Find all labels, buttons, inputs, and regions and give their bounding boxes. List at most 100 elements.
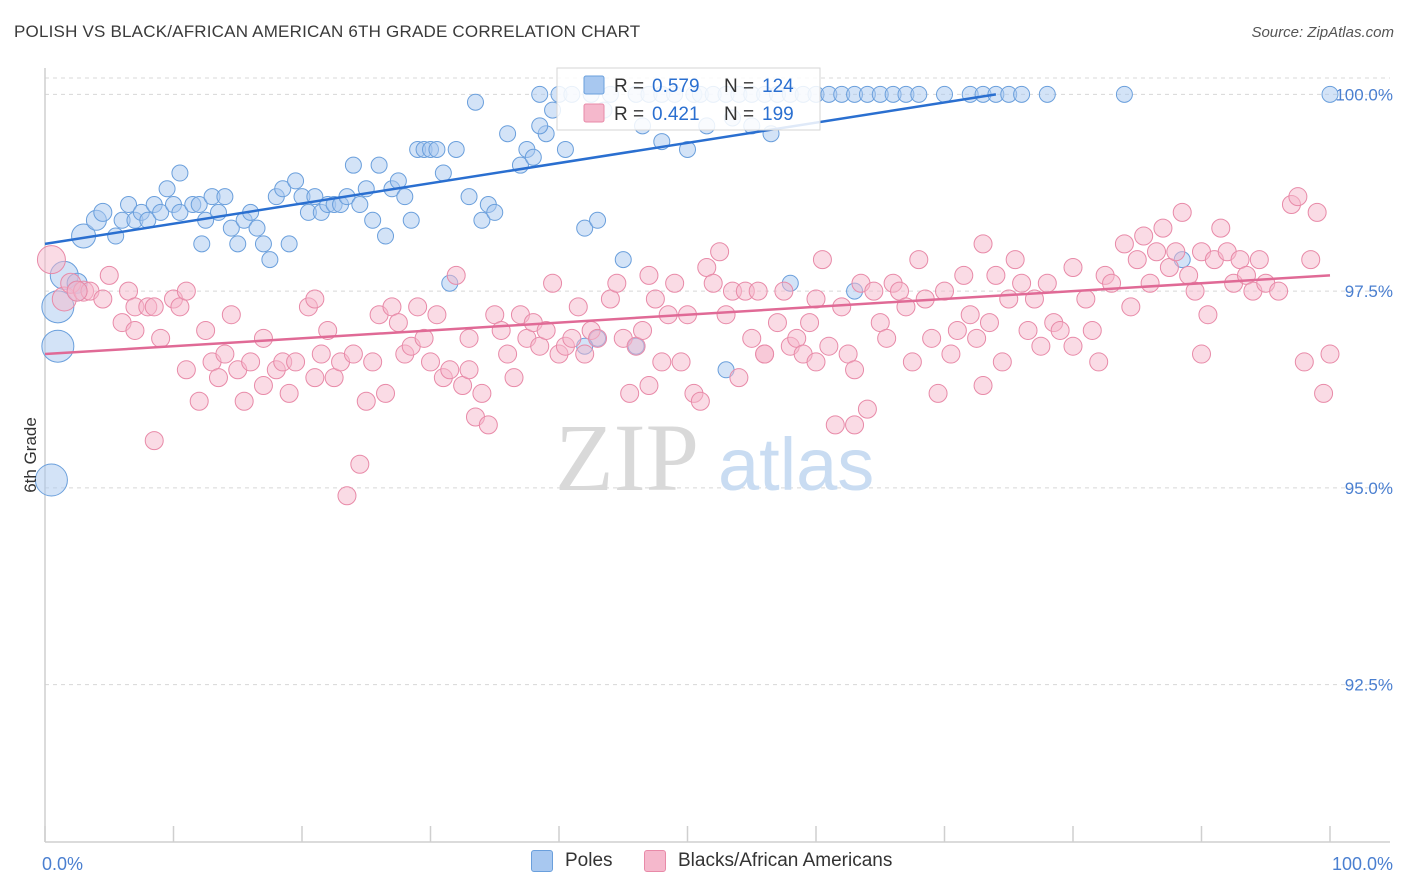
black-point bbox=[986, 265, 1006, 285]
black-point bbox=[575, 344, 595, 364]
black-point bbox=[1185, 281, 1205, 301]
black-point bbox=[286, 352, 306, 372]
poles-point bbox=[576, 219, 594, 237]
black-point bbox=[620, 383, 640, 403]
black-point bbox=[1294, 352, 1314, 372]
black-point bbox=[1249, 250, 1269, 270]
legend-swatch-poles-bottom bbox=[531, 850, 553, 872]
watermark-zip: ZIP bbox=[555, 404, 699, 511]
black-point bbox=[992, 352, 1012, 372]
black-point bbox=[857, 399, 877, 419]
black-point bbox=[408, 297, 428, 317]
black-point bbox=[690, 391, 710, 411]
x-tick-label: 100.0% bbox=[1332, 854, 1393, 874]
black-point bbox=[318, 320, 338, 340]
black-point bbox=[729, 368, 749, 388]
black-point bbox=[742, 328, 762, 348]
black-point bbox=[427, 305, 447, 325]
black-point bbox=[800, 313, 820, 333]
black-point bbox=[1147, 242, 1167, 262]
black-point bbox=[1198, 305, 1218, 325]
legend-top: R = 0.579 N = 124 R = 0.421 N = 199 bbox=[556, 67, 821, 131]
poles-point bbox=[679, 140, 696, 158]
black-point bbox=[941, 344, 961, 364]
black-point bbox=[928, 383, 948, 403]
black-point bbox=[1037, 273, 1057, 293]
poles-point bbox=[344, 156, 362, 174]
watermark: ZIP atlas bbox=[555, 404, 874, 511]
poles-point bbox=[370, 156, 388, 174]
poles-point bbox=[152, 203, 170, 221]
black-point bbox=[414, 328, 434, 348]
black-point bbox=[902, 352, 922, 372]
black-point bbox=[806, 352, 826, 372]
black-point bbox=[253, 328, 273, 348]
black-point bbox=[36, 245, 66, 275]
poles-point bbox=[158, 180, 176, 198]
black-point bbox=[189, 391, 209, 411]
black-point bbox=[864, 281, 884, 301]
black-point bbox=[337, 486, 357, 506]
poles-point bbox=[261, 251, 279, 269]
black-point bbox=[144, 297, 164, 317]
legend-r-label-black: R = bbox=[614, 104, 644, 125]
black-point bbox=[967, 328, 987, 348]
black-point bbox=[812, 250, 832, 270]
poles-point bbox=[287, 172, 305, 190]
black-point bbox=[652, 352, 672, 372]
black-point bbox=[947, 320, 967, 340]
black-point bbox=[305, 289, 325, 309]
black-point bbox=[478, 415, 498, 435]
black-point bbox=[909, 250, 929, 270]
black-point bbox=[845, 415, 865, 435]
black-points bbox=[36, 187, 1340, 506]
black-point bbox=[703, 273, 723, 293]
black-point bbox=[215, 344, 235, 364]
watermark-atlas: atlas bbox=[718, 423, 874, 506]
black-point bbox=[1012, 273, 1032, 293]
black-point bbox=[543, 273, 563, 293]
black-point bbox=[767, 313, 787, 333]
black-point bbox=[639, 376, 659, 396]
legend-item-black[interactable]: Blacks/African Americans bbox=[644, 850, 892, 872]
poles-point bbox=[486, 203, 504, 221]
black-point bbox=[845, 360, 865, 380]
legend-swatch-black-bottom bbox=[644, 850, 666, 872]
black-point bbox=[1031, 336, 1051, 356]
legend-n-label-black: N = bbox=[724, 104, 754, 125]
black-point bbox=[607, 273, 627, 293]
poles-point bbox=[402, 211, 420, 229]
black-point bbox=[176, 360, 196, 380]
x-tick-label: 0.0% bbox=[42, 854, 83, 874]
black-point bbox=[151, 328, 171, 348]
black-point bbox=[1063, 257, 1083, 277]
black-point bbox=[1153, 218, 1173, 238]
source-label: Source: ZipAtlas.com bbox=[1251, 24, 1394, 41]
poles-point bbox=[120, 196, 138, 214]
black-point bbox=[1211, 218, 1231, 238]
black-point bbox=[1089, 352, 1109, 372]
poles-point bbox=[171, 164, 189, 182]
legend-n-value-poles: 124 bbox=[762, 76, 794, 97]
black-point bbox=[748, 281, 768, 301]
black-point bbox=[196, 320, 216, 340]
black-point bbox=[979, 313, 999, 333]
legend-swatch-poles bbox=[583, 75, 605, 95]
black-point bbox=[1018, 320, 1038, 340]
legend-item-poles[interactable]: Poles bbox=[531, 850, 613, 872]
black-point bbox=[954, 265, 974, 285]
black-point bbox=[440, 360, 460, 380]
grid-layer bbox=[45, 77, 1390, 686]
black-point bbox=[1127, 250, 1147, 270]
poles-point bbox=[1013, 85, 1031, 103]
black-point bbox=[645, 289, 665, 309]
black-point bbox=[1121, 297, 1141, 317]
black-point bbox=[125, 320, 145, 340]
poles-point bbox=[254, 235, 272, 253]
black-point bbox=[279, 383, 299, 403]
poles-point bbox=[434, 164, 452, 182]
black-point bbox=[311, 344, 331, 364]
poles-point bbox=[248, 219, 266, 237]
poles-point bbox=[1321, 85, 1339, 103]
